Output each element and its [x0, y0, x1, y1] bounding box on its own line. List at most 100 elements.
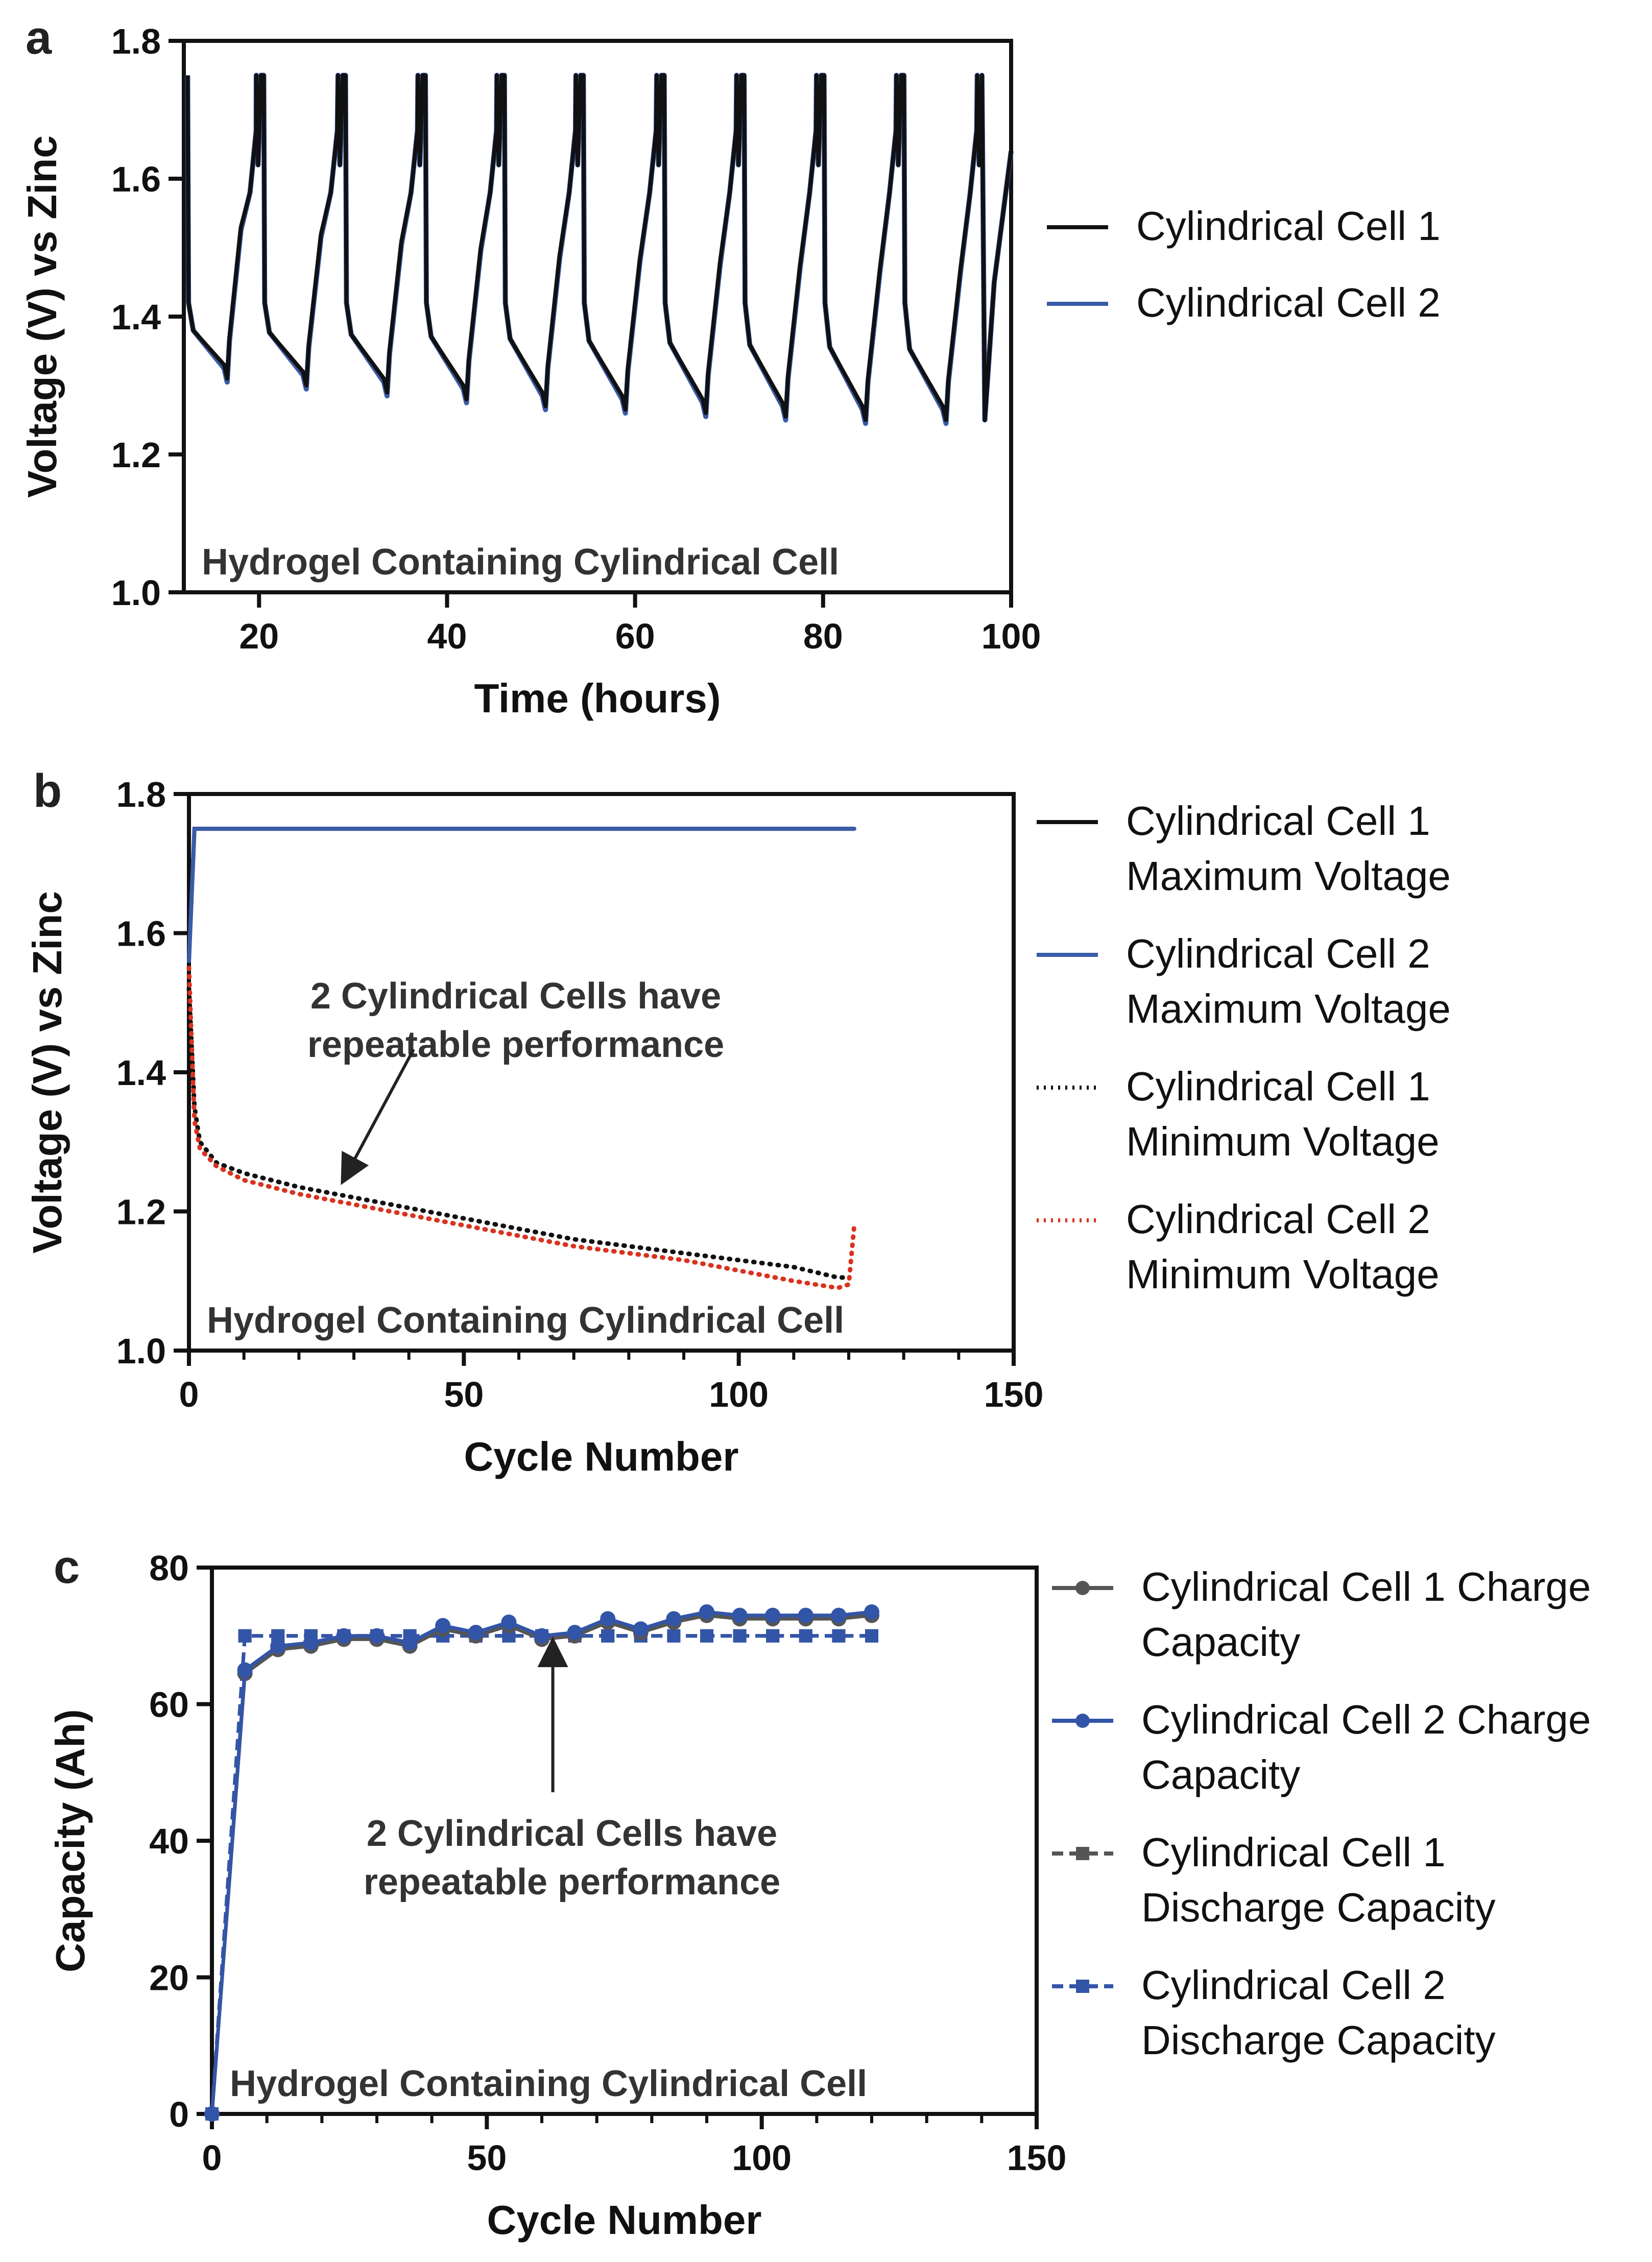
- annotation-text: 2 Cylindrical Cells have: [367, 1813, 777, 1854]
- legend-label: Cylindrical Cell 1 Charge: [1141, 1564, 1591, 1609]
- series-line-3: [186, 966, 857, 1291]
- series-line-2: [186, 986, 851, 1280]
- data-point: [567, 1625, 583, 1641]
- legend-label: Cylindrical Cell 2: [1126, 1196, 1430, 1242]
- x-axis-label: Cycle Number: [487, 2197, 762, 2243]
- y-tick-label: 1.0: [111, 573, 161, 613]
- legend-label: Cylindrical Cell 1: [1126, 1064, 1430, 1109]
- data-point: [534, 1628, 549, 1644]
- y-tick-label: 1.8: [116, 775, 166, 814]
- data-point: [733, 1629, 747, 1643]
- data-point: [468, 1625, 484, 1641]
- x-tick-label: 20: [239, 616, 279, 656]
- data-point: [369, 1628, 385, 1644]
- legend-label: Cylindrical Cell 2: [1136, 280, 1441, 325]
- data-point: [798, 1607, 813, 1623]
- data-point: [766, 1629, 780, 1643]
- x-tick-label: 100: [732, 2138, 792, 2178]
- series-line-cylindrical-cell-1: [185, 73, 1013, 422]
- y-tick-label: 40: [149, 1821, 189, 1861]
- data-point: [435, 1618, 451, 1633]
- data-point: [832, 1629, 846, 1643]
- data-point: [864, 1604, 879, 1620]
- y-tick-label: 1.8: [111, 21, 161, 61]
- x-tick-label: 100: [981, 616, 1041, 656]
- plot-frame: [187, 792, 1016, 1353]
- y-tick-label: 1.6: [111, 159, 161, 199]
- series-line-0: [187, 827, 856, 963]
- x-tick-label: 50: [444, 1375, 484, 1414]
- data-point: [667, 1629, 681, 1643]
- panel-b-chart: 1.0 1.2 1.4 1.6 1.8 0 50 100 150 Cycle Number Volt…: [25, 775, 1451, 1479]
- series-line-3: [210, 1634, 872, 2114]
- x-tick-label: 150: [1007, 2138, 1067, 2178]
- legend-label: Discharge Capacity: [1141, 1885, 1496, 1930]
- annotation-arrow: [341, 1048, 415, 1185]
- legend-label: Capacity: [1141, 1619, 1300, 1665]
- data-point: [666, 1611, 682, 1627]
- data-point: [501, 1615, 517, 1630]
- annotation-text: 2 Cylindrical Cells have: [310, 976, 721, 1017]
- data-point: [765, 1607, 781, 1623]
- inner-title: Hydrogel Containing Cylindrical Cell: [230, 2063, 867, 2104]
- y-tick-label: 20: [149, 1958, 189, 1998]
- legend-marker: [1076, 1980, 1089, 1993]
- x-tick-label: 150: [984, 1375, 1044, 1414]
- annotation-text: repeatable performance: [364, 1862, 780, 1903]
- data-point: [799, 1629, 812, 1643]
- x-tick-label: 100: [709, 1375, 769, 1414]
- y-tick-label: 1.6: [116, 914, 166, 954]
- data-point: [238, 1629, 252, 1643]
- data-point: [237, 1662, 253, 1678]
- panel-letter-c: c: [54, 1541, 80, 1593]
- data-point: [336, 1628, 352, 1644]
- x-tick-label: 0: [202, 2138, 222, 2178]
- y-axis-label: Capacity (Ah): [47, 1709, 93, 1972]
- y-tick-label: 1.4: [116, 1053, 166, 1093]
- legend-label: Minimum Voltage: [1126, 1252, 1440, 1297]
- inner-title: Hydrogel Containing Cylindrical Cell: [202, 542, 839, 583]
- legend-label: Minimum Voltage: [1126, 1119, 1440, 1164]
- x-axis-label: Cycle Number: [464, 1434, 739, 1479]
- data-point: [600, 1611, 616, 1627]
- y-tick-label: 0: [169, 2095, 189, 2134]
- series-line-1: [187, 827, 856, 963]
- y-axis-label: Voltage (V) vs Zinc: [25, 891, 70, 1254]
- x-tick-label: 40: [427, 616, 467, 656]
- legend-label: Maximum Voltage: [1126, 853, 1451, 899]
- legend-label: Discharge Capacity: [1141, 2017, 1496, 2063]
- x-tick-label: 60: [615, 616, 655, 656]
- y-tick-label: 1.2: [116, 1192, 166, 1232]
- data-point: [270, 1638, 286, 1654]
- data-point: [204, 2106, 220, 2122]
- x-tick-label: 50: [467, 2138, 507, 2178]
- panel-letter-b: b: [33, 765, 62, 817]
- legend-marker: [1075, 1714, 1090, 1728]
- legend-label: Cylindrical Cell 1: [1136, 203, 1441, 249]
- legend-label: Capacity: [1141, 1752, 1300, 1797]
- legend-label: Cylindrical Cell 2: [1126, 931, 1430, 976]
- panel-a-chart: 1.0 1.2 1.4 1.6 1.8 20 40 60 80 100 Time (hours) Vo…: [19, 21, 1441, 721]
- y-tick-label: 1.4: [111, 297, 161, 337]
- data-point: [633, 1621, 649, 1637]
- legend-label: Cylindrical Cell 2 Charge: [1141, 1697, 1591, 1742]
- legend-label: Cylindrical Cell 1: [1126, 798, 1430, 844]
- plot-frame: [182, 39, 1013, 594]
- annotation-text: repeatable performance: [307, 1024, 724, 1065]
- series-line-cylindrical-cell-2: [185, 73, 1014, 426]
- legend-label: Cylindrical Cell 1: [1141, 1830, 1446, 1875]
- legend-marker: [1075, 1581, 1090, 1595]
- data-point: [831, 1607, 847, 1623]
- data-point: [402, 1635, 418, 1651]
- data-point: [303, 1635, 319, 1651]
- y-tick-label: 1.2: [111, 435, 161, 475]
- y-tick-label: 60: [149, 1685, 189, 1725]
- data-point: [601, 1629, 615, 1643]
- inner-title: Hydrogel Containing Cylindrical Cell: [207, 1300, 844, 1341]
- legend-marker: [1076, 1847, 1089, 1860]
- data-point: [699, 1604, 714, 1620]
- legend-label: Cylindrical Cell 2: [1141, 1962, 1446, 2008]
- y-tick-label: 80: [149, 1548, 189, 1588]
- data-point: [732, 1607, 748, 1623]
